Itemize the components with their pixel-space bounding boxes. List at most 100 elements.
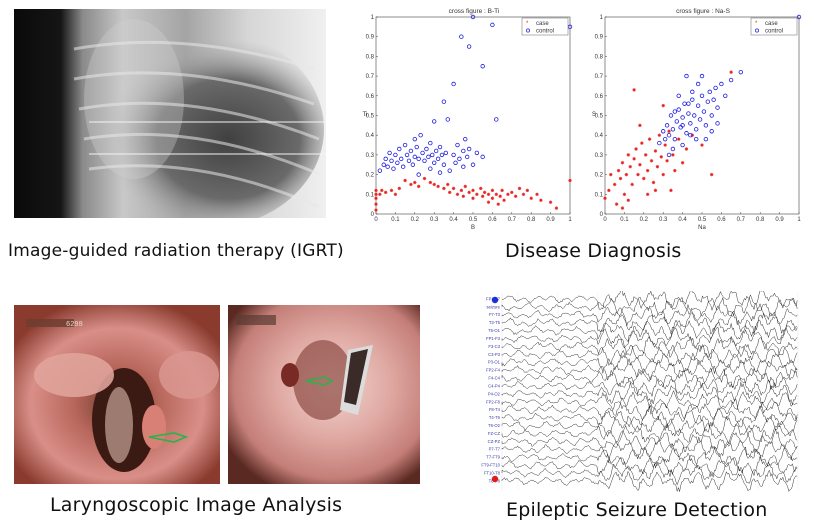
x-tick-label: 0.5 <box>698 217 707 223</box>
case-point <box>428 180 433 185</box>
case-point <box>680 161 685 165</box>
eeg-channel-label: C4-P4 <box>488 383 501 388</box>
control-point <box>674 119 679 124</box>
control-point <box>399 156 404 162</box>
eeg-channel-label: FZ-CZ <box>488 431 501 436</box>
control-point <box>693 136 699 142</box>
x-tick-label: 0.1 <box>391 217 400 223</box>
control-point <box>695 81 701 87</box>
eeg-trace <box>501 422 798 445</box>
case-point <box>554 206 559 210</box>
case-point <box>647 137 652 141</box>
case-point <box>374 202 378 206</box>
case-point <box>498 194 502 198</box>
control-point <box>463 136 468 142</box>
x-tick-label: 0.1 <box>620 217 629 223</box>
eeg-channel-label: FT9-FT10 <box>481 463 500 468</box>
case-point <box>634 147 638 151</box>
x-tick-label: 0.9 <box>775 217 784 223</box>
case-point <box>661 172 665 177</box>
control-point <box>459 34 464 39</box>
case-point <box>620 206 625 210</box>
control-point <box>457 156 462 162</box>
case-point <box>665 159 669 163</box>
case-point <box>451 186 456 191</box>
control-point <box>461 148 466 154</box>
control-point <box>699 93 705 98</box>
legend-case: case <box>765 21 778 27</box>
case-point <box>669 188 673 193</box>
control-point <box>451 152 456 158</box>
control-point <box>422 158 427 164</box>
case-point <box>653 188 658 193</box>
case-point <box>506 192 510 196</box>
eeg-channel-label: P3-O1 <box>488 360 501 365</box>
case-point <box>500 188 504 193</box>
control-point <box>672 136 678 142</box>
control-point <box>377 168 383 173</box>
control-point <box>416 156 421 162</box>
chart-legend: * case control <box>521 17 569 36</box>
control-point <box>490 22 495 28</box>
control-point <box>480 154 485 160</box>
control-point <box>453 160 458 165</box>
eeg-trace <box>501 319 798 343</box>
control-point <box>494 117 499 122</box>
case-point <box>413 180 417 185</box>
control-point <box>709 129 714 134</box>
case-point <box>513 194 518 198</box>
control-point <box>660 129 666 134</box>
eeg-channel-label: FP2-F8 <box>486 399 501 404</box>
case-point <box>663 143 667 147</box>
x-tick-label: 0.3 <box>659 217 668 223</box>
laryngoscope-image-left: 6298 <box>14 305 220 484</box>
y-tick-label: 0.2 <box>595 173 604 179</box>
eeg-channel-label: P7-T7 <box>489 447 501 452</box>
x-tick-label: 0.4 <box>449 217 458 223</box>
control-point <box>690 89 695 95</box>
eeg-trace <box>501 397 798 421</box>
control-point <box>455 142 460 148</box>
case-point <box>374 188 378 193</box>
control-point <box>395 160 400 165</box>
y-tick-label: 0.9 <box>366 35 375 41</box>
scatter-panel-nas: cross figure : Na-S 0 0.1 0.2 0.3 0.4 0.5 0.6 0… <box>591 4 806 232</box>
control-point <box>431 119 437 124</box>
case-point <box>502 198 506 202</box>
control-point <box>437 144 443 150</box>
y-tick-label: 0.2 <box>366 173 375 179</box>
eeg-trace <box>501 291 798 312</box>
case-point <box>614 202 619 206</box>
control-point <box>690 97 695 102</box>
control-point <box>707 89 712 95</box>
case-point <box>459 188 464 193</box>
y-tick-label: 0.4 <box>366 133 375 139</box>
case-point <box>432 182 436 187</box>
eeg-trace <box>501 344 798 367</box>
x-tick-label: 0.9 <box>546 217 555 223</box>
eeg-channel-label: C3-P3 <box>488 352 501 357</box>
eeg-trace <box>501 311 798 335</box>
control-point <box>668 113 674 118</box>
control-point <box>461 164 466 169</box>
x-tick-label: 0.6 <box>717 217 726 223</box>
control-point <box>680 142 685 148</box>
case-point <box>667 129 671 133</box>
case-point <box>729 70 733 74</box>
laryngo-panel-right <box>228 305 420 484</box>
control-point <box>437 170 443 175</box>
laryngo-caption: Laryngoscopic Image Analysis <box>50 494 343 516</box>
control-point <box>680 123 685 128</box>
case-point <box>653 149 658 153</box>
scatter-chart-b-ti: cross figure : B-Ti 0 0.1 0.2 0.3 0.4 0.5 0.6 0… <box>363 8 573 231</box>
case-point <box>442 186 446 191</box>
control-point <box>447 168 452 173</box>
x-tick-label: 0.2 <box>640 217 649 223</box>
case-point <box>548 200 553 204</box>
eeg-channel-label: T4-T6 <box>489 415 501 420</box>
case-point <box>517 186 522 191</box>
y-tick-label: 0 <box>600 212 604 218</box>
control-point <box>435 156 441 162</box>
eeg-channel-label: F3-C3 <box>488 344 500 349</box>
control-point <box>697 117 703 122</box>
